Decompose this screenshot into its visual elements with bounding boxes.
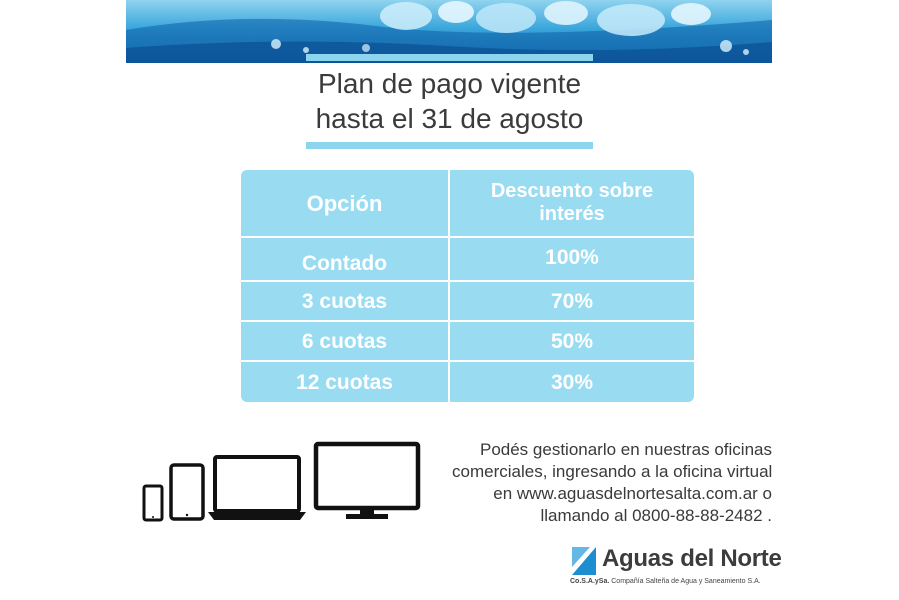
logo-subtitle: Co.S.A.ySa. Compañía Salteña de Agua y S… xyxy=(570,578,761,585)
company-logo: Aguas del Norte Co.S.A.ySa. Compañía Sal… xyxy=(570,545,790,590)
row-discount: 30% xyxy=(550,370,594,394)
laptop-icon xyxy=(208,455,306,520)
info-line: Podés gestionarlo en nuestras oficinas xyxy=(479,440,772,459)
row-option: 12 cuotas xyxy=(296,370,393,394)
logo-abbrev: Co.S.A.ySa. xyxy=(570,578,610,585)
info-line: comerciales, ingresando a la oficina vir… xyxy=(452,462,773,481)
title-bottom-bar xyxy=(306,142,593,149)
water-banner xyxy=(126,0,772,63)
row-option: Contado xyxy=(301,251,388,275)
tablet-icon xyxy=(169,463,205,521)
logo-name: Aguas del Norte xyxy=(602,545,782,572)
contact-info: Podés gestionarlo en nuestras oficinas c… xyxy=(452,439,772,527)
row-discount: 100% xyxy=(545,245,599,269)
header-discount: Descuento sobre interés xyxy=(450,170,694,236)
table-row-divider xyxy=(241,280,694,282)
info-line: en www.aguasdelnortesalta.com.ar o xyxy=(493,484,772,503)
smartphone-icon xyxy=(142,484,164,522)
logo-mark-icon xyxy=(572,547,596,575)
row-option: 6 cuotas xyxy=(301,329,388,353)
table-column-divider xyxy=(448,170,450,402)
devices-illustration xyxy=(142,441,421,522)
row-discount: 50% xyxy=(550,329,594,353)
title-line-2: hasta el 31 de agosto xyxy=(315,103,584,134)
header-discount-line-2: interés xyxy=(539,203,605,225)
title-line-1: Plan de pago vigente xyxy=(317,68,582,99)
title-block: Plan de pago vigente hasta el 31 de agos… xyxy=(306,54,593,149)
row-option: 3 cuotas xyxy=(301,289,388,313)
payment-plan-table: Opción Descuento sobre interés Contado 1… xyxy=(241,170,694,402)
title-top-bar xyxy=(306,54,593,61)
logo-full-name: Compañía Salteña de Agua y Saneamiento S… xyxy=(611,578,761,585)
row-discount: 70% xyxy=(550,289,594,313)
monitor-icon xyxy=(313,441,421,519)
page-title: Plan de pago vigente hasta el 31 de agos… xyxy=(306,61,593,142)
header-discount-line-1: Descuento sobre xyxy=(490,180,654,202)
header-option: Opción xyxy=(306,190,383,216)
table-row-divider xyxy=(241,360,694,362)
table-row-divider xyxy=(241,236,694,238)
table-row-divider xyxy=(241,320,694,322)
info-line: llamando al 0800-88-88-2482 . xyxy=(540,506,772,525)
